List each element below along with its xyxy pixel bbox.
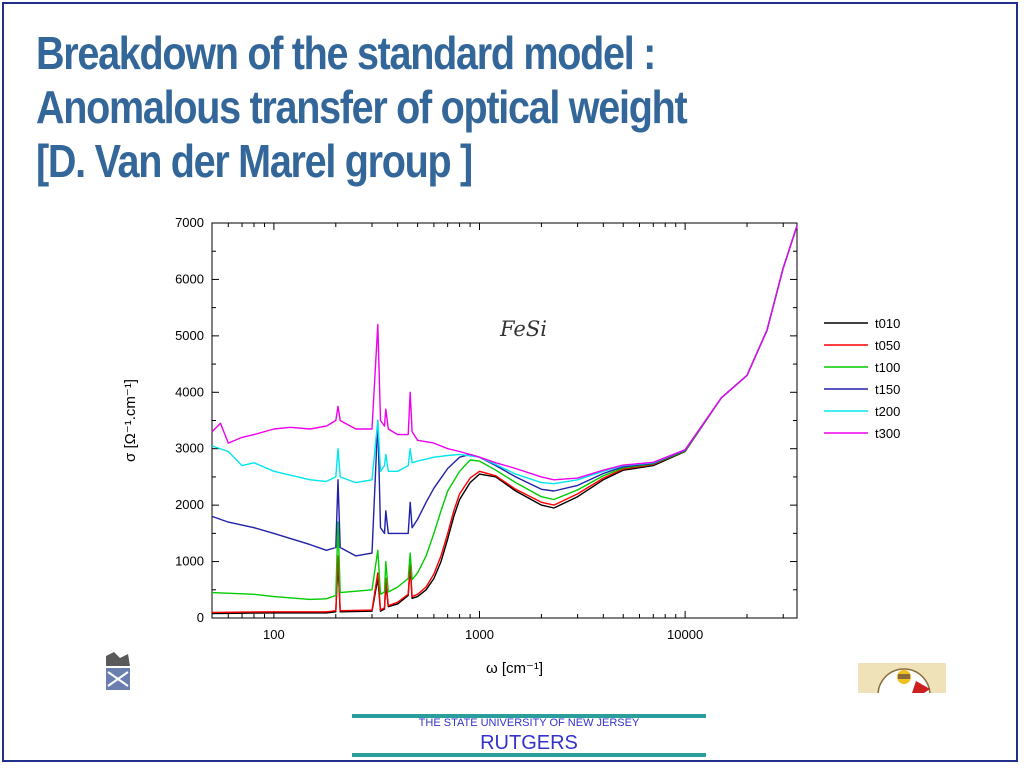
y-axis-label: σ [Ω⁻¹.cm⁻¹] [122,379,139,462]
footer-divider-top [352,714,706,718]
seal-logo [858,663,946,693]
y-tick-label: 7000 [175,215,204,230]
series-line-t100 [211,225,798,601]
slide-title: Breakdown of the standard model : Anomal… [36,26,862,188]
legend-label-t200: t200 [875,404,900,419]
y-tick-label: 6000 [175,271,204,286]
y-tick-label: 2000 [175,497,204,512]
footer-rutgers: RUTGERS [480,732,578,754]
title-line-3: [D. Van der Marel group ] [36,135,473,187]
title-line-1: Breakdown of the standard model : [36,27,656,79]
legend-label-t010: t010 [875,316,900,331]
x-tick-label: 10000 [667,627,703,642]
footer-university: THE STATE UNIVERSITY OF NEW JERSEY [418,717,640,729]
y-tick-label: 1000 [175,554,204,569]
legend-label-t100: t100 [875,360,900,375]
series-line-t150 [211,225,798,557]
series-line-t050 [211,225,798,614]
x-axis-label: ω [cm⁻¹] [486,660,543,677]
y-tick-label: 0 [197,610,204,625]
series-line-t300 [211,225,798,481]
legend-label-t050: t050 [875,338,900,353]
footer-divider-bottom [352,753,706,757]
y-tick-label: 3000 [175,441,204,456]
x-tick-label: 1000 [465,627,494,642]
title-line-2: Anomalous transfer of optical weight [36,81,688,133]
legend-label-t300: t300 [875,426,900,441]
chart-annotation: FeSi [499,317,547,341]
y-tick-label: 5000 [175,328,204,343]
optical-conductivity-chart: 0 1000 2000 3000 4000 5000 6000 7000 100 1000 1000… [122,215,900,677]
legend-label-t150: t150 [875,382,900,397]
x-tick-label: 100 [263,627,285,642]
plot-frame [211,222,798,619]
university-crest-logo [102,648,134,692]
y-tick-label: 4000 [175,384,204,399]
